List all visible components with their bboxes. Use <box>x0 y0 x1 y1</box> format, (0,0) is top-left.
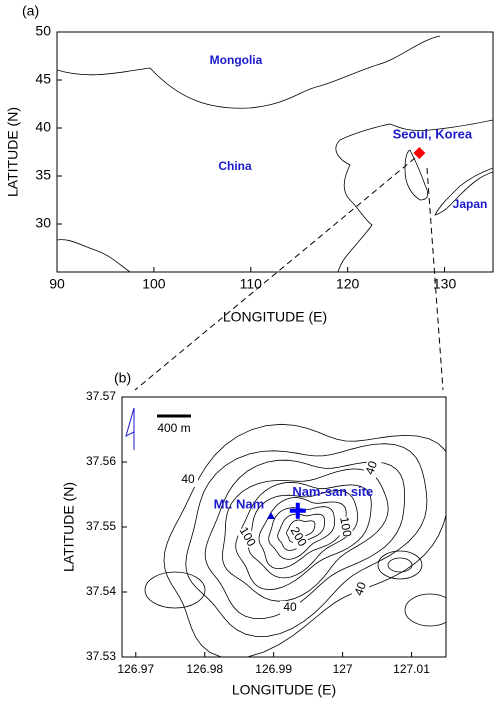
x-tick-label: 127 <box>333 662 353 676</box>
site-marker <box>266 511 275 519</box>
scale-bar-label: 400 m <box>157 421 190 435</box>
contour-label: 200 <box>288 524 310 549</box>
x-axis-label: LONGITUDE (E) <box>223 309 327 325</box>
y-axis-label: LATITUDE (N) <box>61 482 77 572</box>
contour-label-bg <box>235 524 259 550</box>
place-label: Japan <box>453 197 488 211</box>
y-tick-label: 37.54 <box>86 584 116 598</box>
contour <box>144 571 206 609</box>
site-label: Nam-san site <box>292 484 373 499</box>
y-tick-label: 37.53 <box>86 649 116 663</box>
y-tick-label: 37.56 <box>86 454 116 468</box>
contour <box>163 423 446 657</box>
y-axis-label: LATITUDE (N) <box>5 107 21 197</box>
frame <box>56 31 494 273</box>
contour <box>235 481 372 591</box>
contour-label-bg <box>336 515 354 539</box>
contour-label: 40 <box>181 472 195 486</box>
x-tick-label: 90 <box>49 276 65 292</box>
north-arrow <box>125 407 135 450</box>
x-tick-label: 127.01 <box>393 662 430 676</box>
contour-label-bg <box>178 473 198 487</box>
contour <box>387 557 413 573</box>
contour-label: 100 <box>237 524 259 549</box>
contour <box>268 506 336 560</box>
contour-label-bg <box>280 601 300 615</box>
x-tick-label: 126.98 <box>186 662 223 676</box>
site-marker <box>289 502 306 519</box>
site-label: Mt. Nam <box>214 496 265 511</box>
site-marker <box>413 146 426 159</box>
contour-label-bg <box>362 456 382 480</box>
contour <box>258 497 347 570</box>
x-tick-label: 120 <box>336 276 360 292</box>
contours <box>144 423 446 657</box>
y-tick-label: 37.57 <box>86 389 116 403</box>
x-axis-label: LONGITUDE (E) <box>232 682 336 698</box>
contour <box>377 550 423 580</box>
contour-label: 40 <box>283 600 297 614</box>
contour <box>185 443 428 637</box>
x-tick-label: 110 <box>240 276 263 292</box>
panel-label: (a) <box>22 3 39 19</box>
x-tick-label: 126.97 <box>117 662 154 676</box>
contour-label: 40 <box>362 459 380 477</box>
contour <box>222 468 389 602</box>
y-tick-label: 40 <box>35 119 51 135</box>
zoom-line <box>134 157 416 391</box>
x-tick-label: 100 <box>142 276 166 292</box>
contour-label: 100 <box>337 516 354 538</box>
y-tick-label: 37.55 <box>86 519 116 533</box>
contour-label-bg <box>351 577 371 601</box>
y-tick-label: 45 <box>35 71 51 87</box>
contour <box>286 519 316 543</box>
coastlines <box>57 35 493 272</box>
contour <box>404 593 446 627</box>
contour-label: 40 <box>351 580 369 598</box>
y-tick-label: 35 <box>35 167 51 183</box>
panel-label: (b) <box>114 370 131 386</box>
place-label: Mongolia <box>210 53 263 67</box>
contour-label-bg <box>286 524 310 550</box>
site-label: Seoul, Korea <box>393 126 473 141</box>
zoom-line <box>426 167 444 391</box>
contour <box>247 490 359 579</box>
y-tick-label: 50 <box>35 23 51 39</box>
x-tick-label: 130 <box>433 276 457 292</box>
x-tick-label: 126.99 <box>255 662 292 676</box>
place-label: China <box>218 159 252 173</box>
y-tick-label: 30 <box>35 215 51 231</box>
contour <box>204 459 406 620</box>
contour <box>277 513 325 551</box>
